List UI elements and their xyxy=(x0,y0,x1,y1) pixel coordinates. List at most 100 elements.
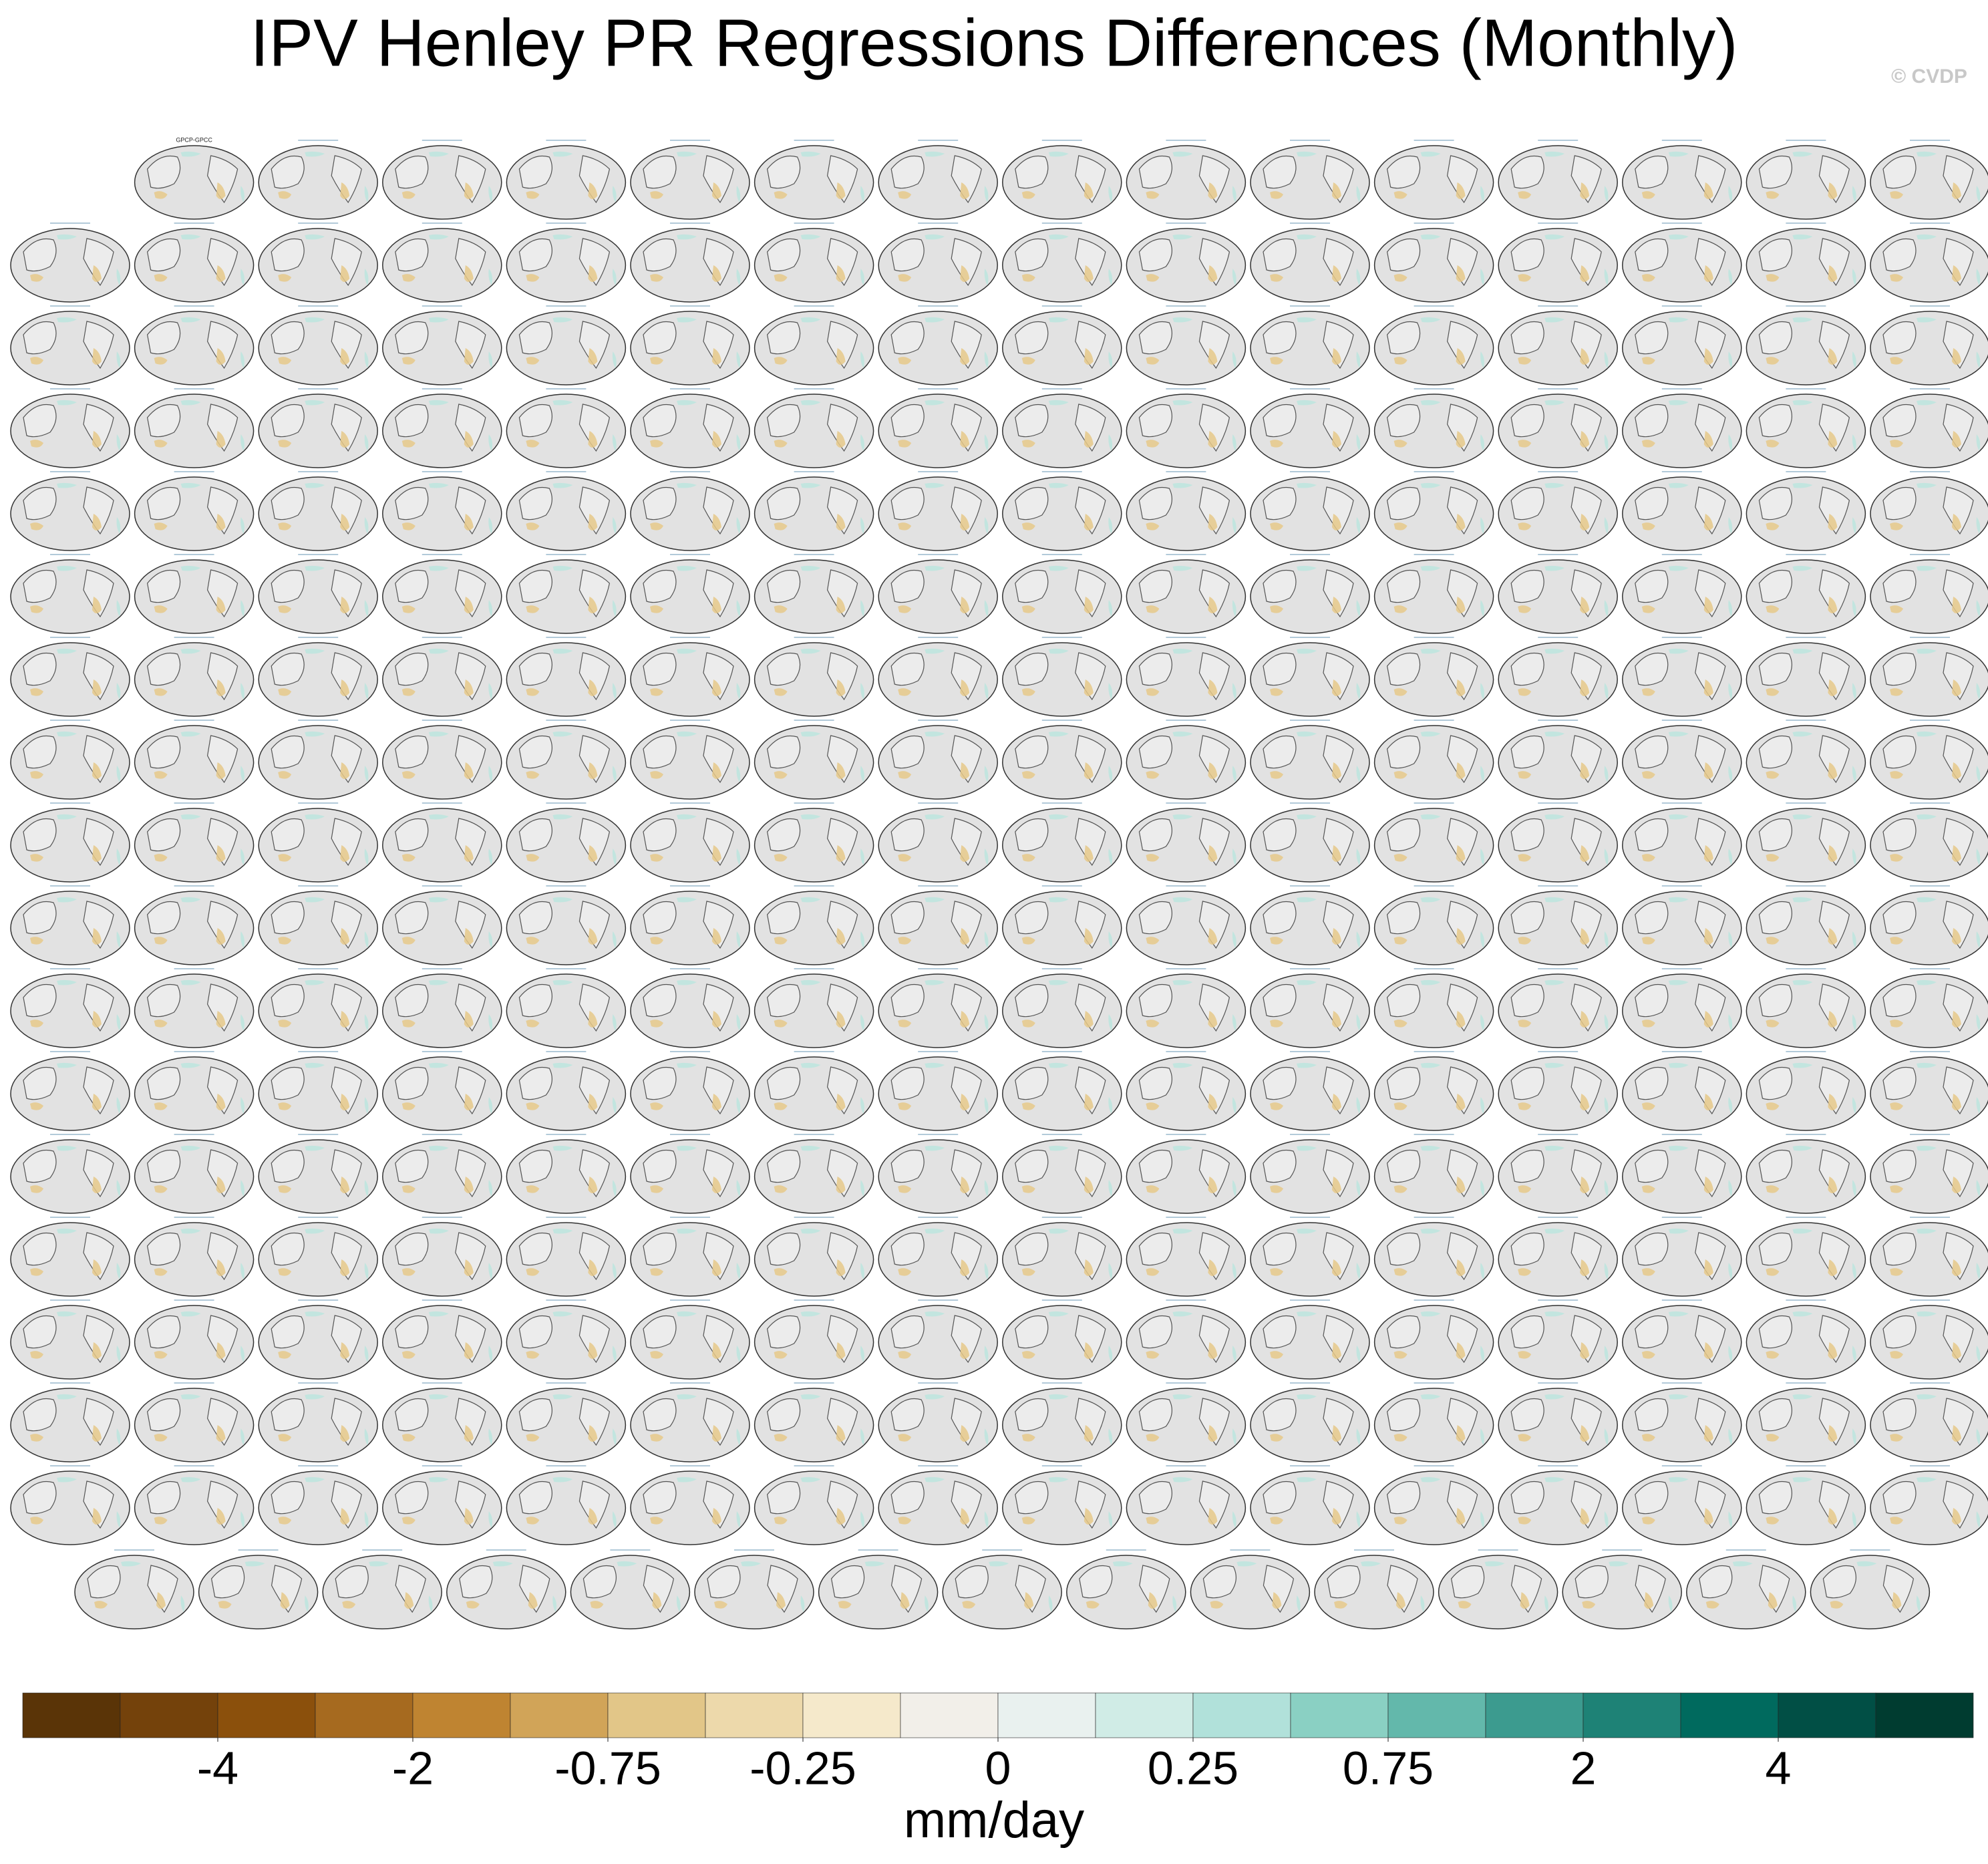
map-panel xyxy=(630,802,750,883)
map-anomaly xyxy=(898,1259,970,1276)
map-anomaly xyxy=(1021,597,1094,613)
map-land xyxy=(1079,1565,1170,1613)
map-anomaly xyxy=(677,151,741,202)
map-anomaly xyxy=(1048,1145,1113,1197)
map-panel xyxy=(134,720,255,800)
map-anomaly xyxy=(428,151,493,202)
colorbar-box xyxy=(120,1692,218,1738)
map-anomaly xyxy=(1172,565,1236,617)
map-anomaly xyxy=(925,731,989,782)
map-anomaly xyxy=(1890,265,1961,282)
map-panel xyxy=(878,140,998,220)
map-panel xyxy=(878,1382,998,1462)
colorbar-box xyxy=(1778,1692,1876,1738)
map-land xyxy=(1138,1149,1230,1198)
map-anomaly xyxy=(552,234,617,285)
map-anomaly xyxy=(1518,1259,1590,1276)
map-anomaly xyxy=(650,1342,721,1359)
map-anomaly xyxy=(1518,928,1590,945)
map-panel xyxy=(1622,1217,1742,1297)
map-anomaly xyxy=(401,845,474,862)
map-panel xyxy=(1746,222,1866,303)
map-anomaly xyxy=(278,928,350,945)
map-land xyxy=(830,1565,923,1613)
map-land xyxy=(1510,901,1602,949)
map-anomaly xyxy=(650,762,721,779)
map-anomaly xyxy=(526,1011,598,1028)
map-land xyxy=(87,1565,178,1613)
map-panel xyxy=(382,720,502,800)
map-panel xyxy=(506,1299,627,1380)
map-land xyxy=(1635,1066,1726,1115)
map-anomaly xyxy=(1458,1592,1530,1609)
map-anomaly xyxy=(677,317,741,368)
map-anomaly xyxy=(1890,1177,1961,1193)
map-anomaly xyxy=(552,1228,617,1279)
map-anomaly xyxy=(1021,762,1094,779)
map-panel xyxy=(878,305,998,385)
map-anomaly xyxy=(1048,1062,1113,1114)
map-panel xyxy=(754,305,874,385)
map-anomaly xyxy=(1146,679,1218,696)
map-anomaly xyxy=(121,1561,185,1612)
map-panel xyxy=(1250,1051,1370,1131)
map-anomaly xyxy=(898,514,970,530)
map-anomaly xyxy=(1210,1592,1282,1609)
map-anomaly xyxy=(1021,514,1094,530)
map-anomaly xyxy=(800,1477,864,1528)
colorbar-units: mm/day xyxy=(904,1792,1084,1849)
map-panel xyxy=(1746,637,1866,717)
map-panel xyxy=(258,637,378,717)
map-anomaly xyxy=(677,648,741,700)
map-panel xyxy=(878,388,998,468)
map-anomaly xyxy=(650,265,721,282)
map-anomaly xyxy=(30,597,102,613)
map-panel xyxy=(1622,388,1742,468)
map-land xyxy=(518,321,611,369)
map-anomaly xyxy=(1544,1145,1609,1197)
map-anomaly xyxy=(1048,151,1113,202)
map-panel xyxy=(754,802,874,883)
map-anomaly xyxy=(677,1477,741,1528)
map-anomaly xyxy=(278,348,350,365)
map-anomaly xyxy=(526,679,598,696)
map-anomaly xyxy=(800,151,864,202)
map-anomaly xyxy=(800,979,864,1031)
map-anomaly xyxy=(1270,597,1341,613)
map-panel xyxy=(754,720,874,800)
map-anomaly xyxy=(1172,151,1236,202)
map-land xyxy=(146,321,238,369)
map-panel xyxy=(506,388,627,468)
map-panel xyxy=(382,968,502,1048)
map-panel xyxy=(1373,471,1494,551)
map-panel xyxy=(878,885,998,965)
map-anomaly xyxy=(1146,431,1218,448)
map-panel xyxy=(1746,802,1866,883)
map-panel xyxy=(754,885,874,965)
map-panel xyxy=(1002,802,1122,883)
map-panel xyxy=(1498,140,1618,220)
map-anomaly xyxy=(677,1145,741,1197)
map-panel xyxy=(1250,471,1370,551)
map-land xyxy=(1138,486,1230,535)
map-land xyxy=(1882,569,1974,618)
map-land xyxy=(1758,321,1850,369)
map-anomaly xyxy=(1917,731,1981,782)
map-panel xyxy=(878,1134,998,1214)
map-land xyxy=(23,818,114,867)
map-anomaly xyxy=(552,814,617,865)
map-anomaly xyxy=(1420,1145,1484,1197)
map-anomaly xyxy=(1146,1259,1218,1276)
map-land xyxy=(1015,652,1106,701)
map-panel xyxy=(1126,720,1247,800)
map-panel xyxy=(1373,1382,1494,1462)
map-panel xyxy=(1373,388,1494,468)
map-land xyxy=(890,569,982,618)
map-land xyxy=(890,1481,982,1529)
map-land xyxy=(146,652,238,701)
map-anomaly xyxy=(57,648,121,700)
map-anomaly xyxy=(1393,597,1466,613)
map-anomaly xyxy=(1668,317,1733,368)
map-anomaly xyxy=(552,151,617,202)
map-anomaly xyxy=(1420,565,1484,617)
